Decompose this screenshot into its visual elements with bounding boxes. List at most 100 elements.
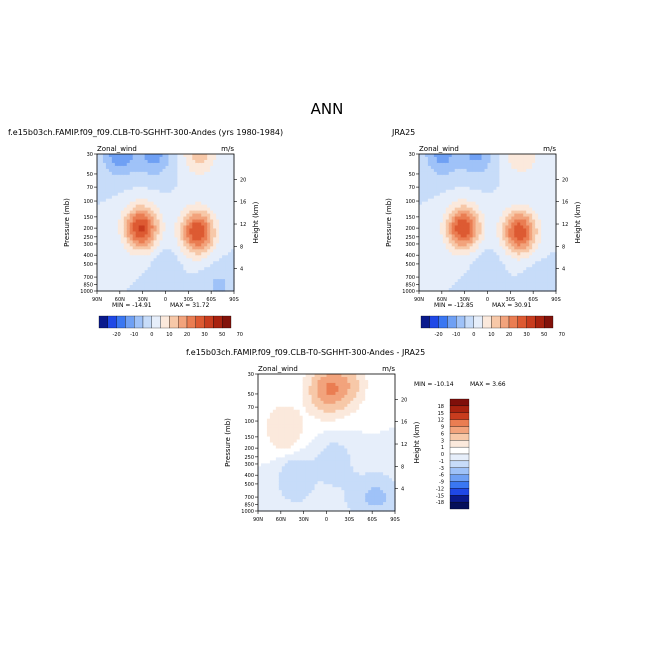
field-cell [523, 282, 527, 286]
field-cell [547, 258, 551, 262]
field-cell [508, 222, 512, 227]
field-cell [204, 258, 208, 262]
field-cell [448, 192, 453, 197]
y-tick-label: 850 [405, 283, 415, 289]
field-cell [275, 400, 280, 405]
field-cell [263, 376, 268, 381]
field-cell [222, 201, 226, 206]
field-cell [204, 285, 208, 289]
field-cell [281, 508, 286, 512]
field-cell [162, 183, 167, 188]
field-cell [463, 243, 468, 247]
field-cell [183, 228, 187, 233]
field-cell [478, 207, 483, 212]
field-cell [278, 481, 283, 485]
field-cell [165, 186, 170, 191]
field-cell [189, 258, 193, 262]
field-cell [171, 261, 176, 265]
field-cell [436, 255, 441, 259]
field-cell [514, 258, 518, 262]
field-cell [222, 231, 226, 236]
field-cell [258, 508, 262, 512]
field-cell [547, 237, 551, 241]
field-cell [225, 204, 229, 209]
field-cell [141, 165, 146, 170]
field-cell [114, 270, 119, 274]
field-cell [138, 249, 143, 253]
field-cell [424, 183, 429, 188]
field-cell [463, 204, 468, 209]
right-tick-label: 20 [240, 177, 246, 183]
field-cell [141, 276, 146, 280]
field-cell [189, 210, 193, 215]
field-cell [421, 261, 426, 265]
field-cell [269, 457, 274, 461]
field-cell [475, 156, 480, 161]
field-cell [427, 234, 432, 238]
field-cell [472, 240, 477, 244]
field-cell [120, 288, 125, 292]
y-tick-label: 1000 [80, 289, 93, 295]
colorbar-label: 10 [488, 332, 494, 338]
field-cell [180, 180, 184, 185]
field-cell [445, 261, 450, 265]
field-cell [99, 180, 104, 185]
field-cell [177, 228, 181, 233]
field-cell [290, 502, 295, 506]
field-cell [517, 270, 521, 274]
field-cell [499, 192, 503, 197]
field-cell [117, 237, 122, 241]
field-cell [293, 502, 298, 506]
field-cell [529, 210, 533, 215]
field-cell [490, 279, 495, 283]
field-cell [207, 246, 211, 250]
field-cell [111, 237, 116, 241]
y-tick-label: 150 [83, 215, 93, 221]
field-cell [260, 374, 265, 378]
field-cell [475, 273, 480, 277]
field-cell [427, 240, 432, 244]
field-cell [266, 439, 271, 444]
field-cell [523, 165, 527, 170]
field-cell [502, 180, 506, 185]
field-cell [222, 207, 226, 212]
field-cell [496, 204, 501, 209]
field-cell [454, 249, 459, 253]
field-cell [532, 243, 536, 247]
field-cell [105, 174, 110, 179]
field-cell [466, 198, 471, 203]
field-cell [278, 433, 283, 438]
field-cell [99, 207, 104, 212]
field-cell [532, 210, 536, 215]
field-cell [171, 222, 176, 227]
field-cell [466, 264, 471, 268]
field-cell [514, 264, 518, 268]
field-cell [505, 201, 509, 206]
field-cell [532, 234, 536, 238]
field-cell [225, 165, 229, 170]
field-cell [159, 201, 164, 206]
field-cell [219, 246, 223, 250]
field-cell [454, 282, 459, 286]
field-cell [105, 186, 110, 191]
field-cell [553, 204, 557, 209]
field-cell [275, 385, 280, 390]
field-cell [126, 264, 131, 268]
field-cell [275, 418, 280, 423]
field-cell [475, 285, 480, 289]
field-cell [117, 204, 122, 209]
field-cell [213, 180, 217, 185]
field-cell [472, 252, 477, 256]
field-cell [207, 276, 211, 280]
field-cell [126, 282, 131, 286]
field-cell [263, 445, 268, 450]
field-cell [475, 192, 480, 197]
field-cell [275, 502, 280, 506]
field-cell [177, 204, 181, 209]
field-cell [228, 183, 232, 188]
field-cell [466, 276, 471, 280]
field-cell [448, 219, 453, 224]
field-cell [475, 288, 480, 292]
field-cell [156, 210, 161, 215]
field-cell [478, 156, 483, 161]
